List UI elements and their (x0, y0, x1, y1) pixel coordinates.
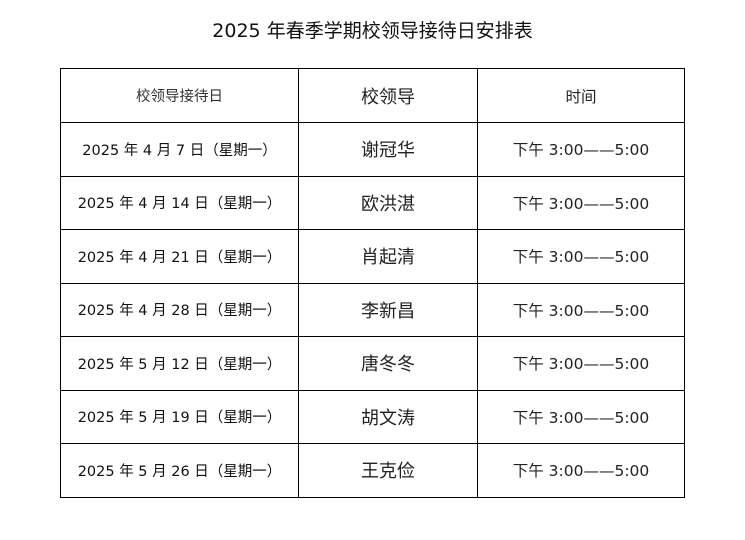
cell-date: 2025 年 5 月 12 日（星期一） (60, 336, 299, 391)
cell-leader: 胡文涛 (298, 389, 478, 444)
cell-leader: 王克俭 (298, 443, 478, 498)
cell-time: 下午 3:00——5:00 (477, 389, 685, 444)
header-date: 校领导接待日 (60, 68, 299, 123)
table-row: 2025 年 4 月 7 日（星期一） 谢冠华 下午 3:00——5:00 (60, 122, 685, 177)
cell-date: 2025 年 4 月 21 日（星期一） (60, 229, 299, 284)
cell-leader: 谢冠华 (298, 122, 478, 177)
document-title: 2025 年春季学期校领导接待日安排表 (212, 20, 533, 42)
cell-date: 2025 年 4 月 7 日（星期一） (60, 122, 299, 177)
cell-leader: 欧洪湛 (298, 175, 478, 230)
cell-date: 2025 年 4 月 14 日（星期一） (60, 175, 299, 230)
cell-time: 下午 3:00——5:00 (477, 229, 685, 284)
table-row: 2025 年 5 月 26 日（星期一） 王克俭 下午 3:00——5:00 (60, 443, 685, 498)
header-time: 时间 (477, 68, 685, 123)
header-leader: 校领导 (298, 68, 478, 123)
cell-date: 2025 年 4 月 28 日（星期一） (60, 282, 299, 337)
cell-time: 下午 3:00——5:00 (477, 336, 685, 391)
cell-time: 下午 3:00——5:00 (477, 175, 685, 230)
table-row: 2025 年 5 月 19 日（星期一） 胡文涛 下午 3:00——5:00 (60, 389, 685, 444)
table-row: 2025 年 4 月 14 日（星期一） 欧洪湛 下午 3:00——5:00 (60, 175, 685, 230)
table-header-row: 校领导接待日 校领导 时间 (60, 68, 685, 123)
cell-leader: 唐冬冬 (298, 336, 478, 391)
cell-leader: 李新昌 (298, 282, 478, 337)
table-row: 2025 年 5 月 12 日（星期一） 唐冬冬 下午 3:00——5:00 (60, 336, 685, 391)
table-row: 2025 年 4 月 21 日（星期一） 肖起清 下午 3:00——5:00 (60, 229, 685, 284)
cell-time: 下午 3:00——5:00 (477, 122, 685, 177)
cell-leader: 肖起清 (298, 229, 478, 284)
table-row: 2025 年 4 月 28 日（星期一） 李新昌 下午 3:00——5:00 (60, 282, 685, 337)
cell-time: 下午 3:00——5:00 (477, 443, 685, 498)
cell-date: 2025 年 5 月 26 日（星期一） (60, 443, 299, 498)
reception-schedule-table: 校领导接待日 校领导 时间 2025 年 4 月 7 日（星期一） 谢冠华 下午… (60, 68, 685, 498)
cell-date: 2025 年 5 月 19 日（星期一） (60, 389, 299, 444)
cell-time: 下午 3:00——5:00 (477, 282, 685, 337)
